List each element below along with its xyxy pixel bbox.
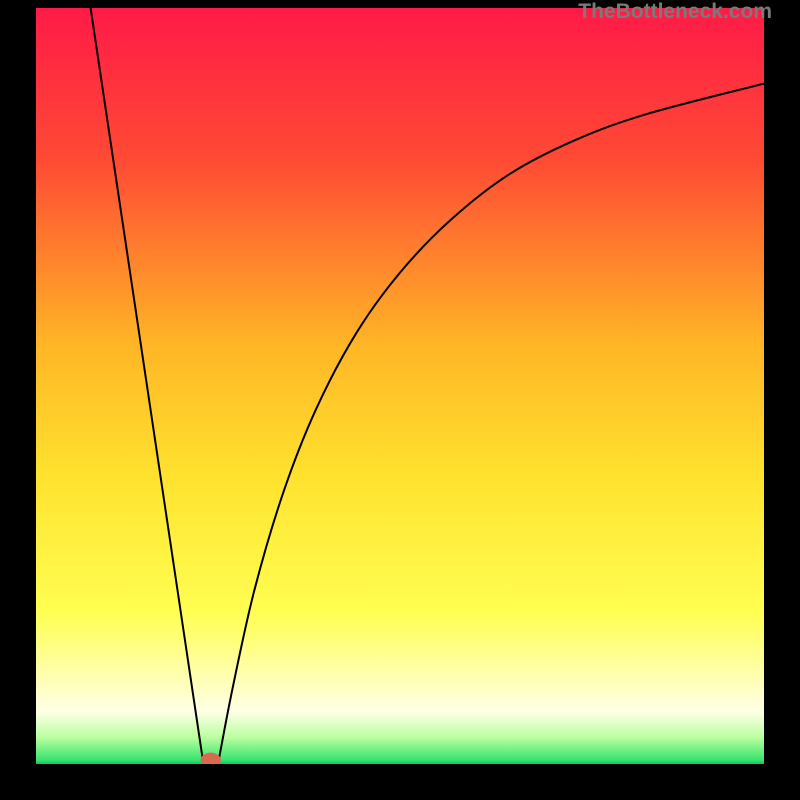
watermark-label: TheBottleneck.com: [578, 0, 772, 24]
plot-svg: [36, 8, 764, 764]
plot-area: [36, 8, 764, 764]
chart-root: TheBottleneck.com: [0, 0, 800, 800]
gradient-background: [36, 8, 764, 764]
